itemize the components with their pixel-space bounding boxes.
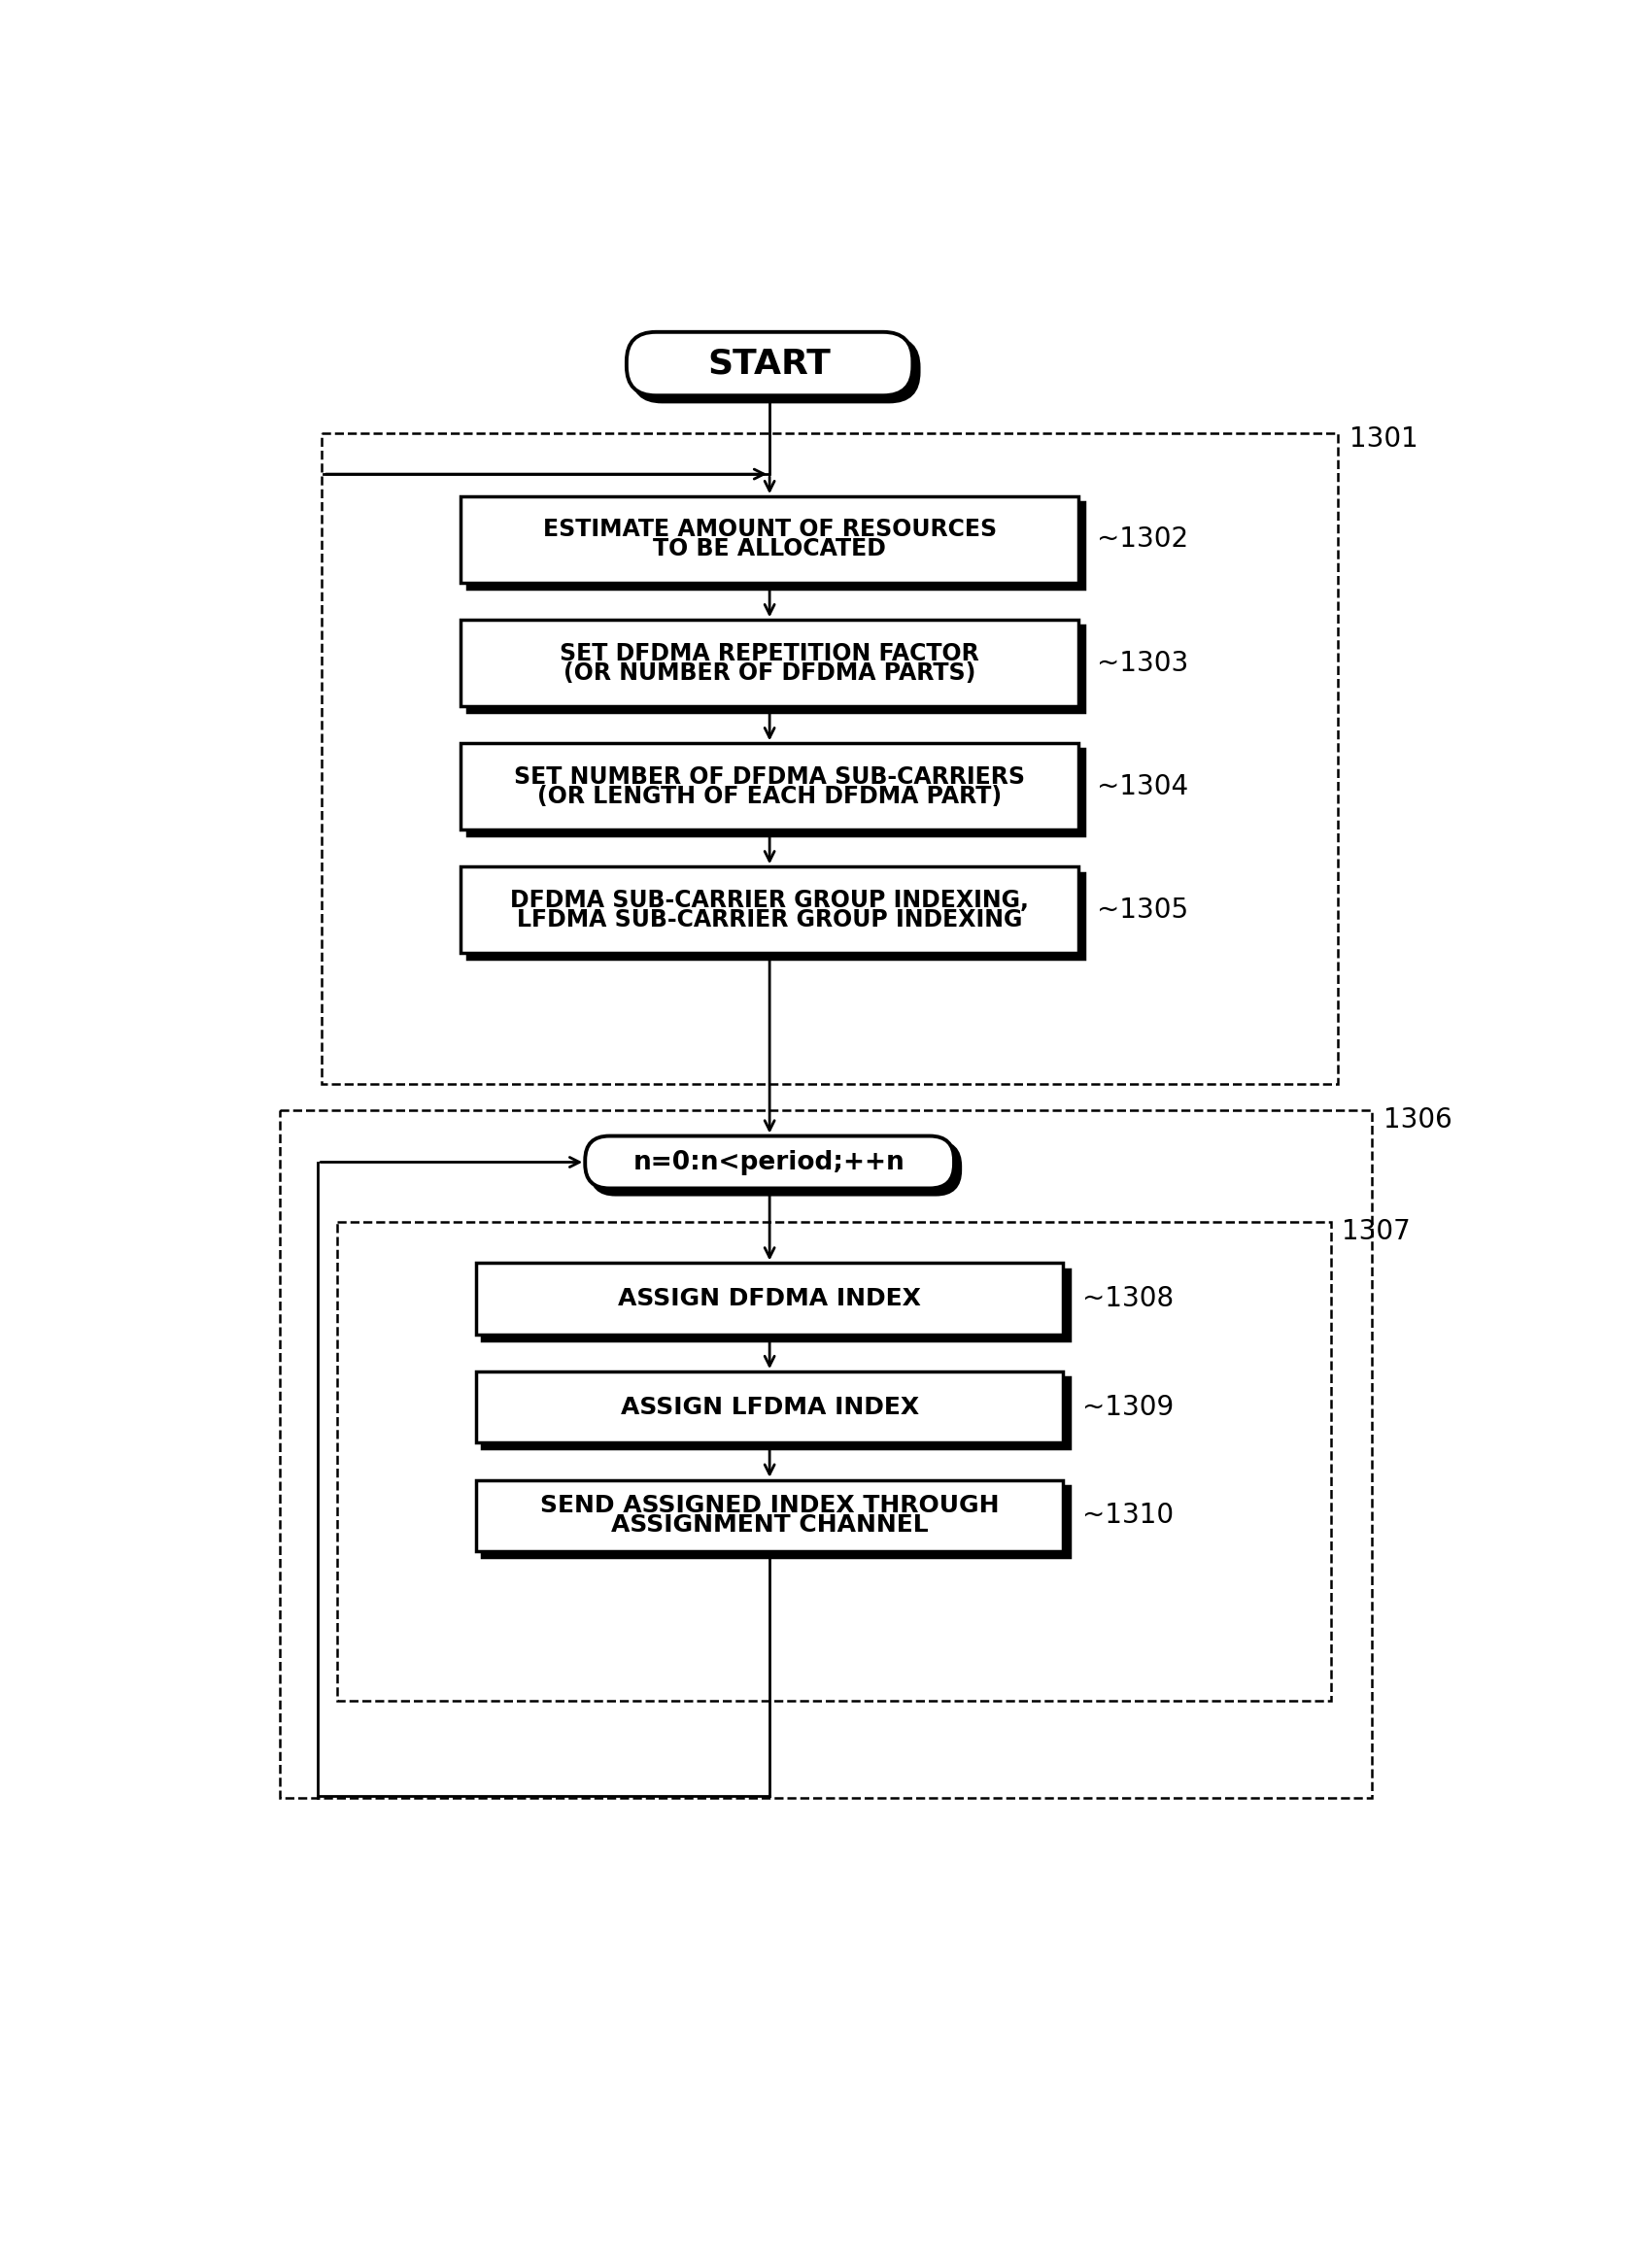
Bar — [467, 748, 1085, 835]
FancyBboxPatch shape — [585, 1136, 954, 1188]
Text: ~1309: ~1309 — [1082, 1393, 1174, 1420]
Text: 1307: 1307 — [1342, 1218, 1411, 1245]
Text: SET NUMBER OF DFDMA SUB-CARRIERS: SET NUMBER OF DFDMA SUB-CARRIERS — [515, 764, 1024, 789]
Bar — [475, 1263, 1064, 1334]
FancyBboxPatch shape — [626, 331, 913, 395]
Text: ~1303: ~1303 — [1096, 649, 1188, 676]
Bar — [280, 1109, 1372, 1799]
Text: ASSIGN DFDMA INDEX: ASSIGN DFDMA INDEX — [618, 1286, 921, 1311]
Text: SET DFDMA REPETITION FACTOR: SET DFDMA REPETITION FACTOR — [561, 642, 980, 665]
Text: ~1304: ~1304 — [1096, 773, 1188, 801]
Text: SEND ASSIGNED INDEX THROUGH: SEND ASSIGNED INDEX THROUGH — [541, 1495, 1000, 1517]
Bar — [461, 866, 1078, 953]
Text: ASSIGN LFDMA INDEX: ASSIGN LFDMA INDEX — [621, 1395, 919, 1420]
Bar — [475, 1481, 1064, 1551]
Bar — [475, 1372, 1064, 1442]
FancyBboxPatch shape — [592, 1143, 960, 1195]
Bar — [467, 626, 1085, 712]
Text: ESTIMATE AMOUNT OF RESOURCES: ESTIMATE AMOUNT OF RESOURCES — [543, 517, 997, 542]
Text: LFDMA SUB-CARRIER GROUP INDEXING: LFDMA SUB-CARRIER GROUP INDEXING — [516, 907, 1023, 932]
Text: ~1308: ~1308 — [1082, 1286, 1174, 1313]
Bar — [321, 433, 1337, 1084]
Bar — [482, 1377, 1069, 1449]
Text: START: START — [708, 347, 831, 381]
Text: 1301: 1301 — [1349, 426, 1418, 454]
Bar — [461, 744, 1078, 830]
Text: TO BE ALLOCATED: TO BE ALLOCATED — [652, 538, 887, 560]
Bar — [336, 1222, 1331, 1701]
Text: n=0:n<period;++n: n=0:n<period;++n — [634, 1150, 905, 1175]
Text: 1306: 1306 — [1383, 1107, 1452, 1134]
Text: (OR LENGTH OF EACH DFDMA PART): (OR LENGTH OF EACH DFDMA PART) — [538, 785, 1001, 807]
Text: ~1310: ~1310 — [1082, 1501, 1174, 1529]
Bar — [482, 1270, 1069, 1340]
Bar — [467, 873, 1085, 959]
Text: ~1302: ~1302 — [1096, 526, 1188, 553]
Bar — [482, 1486, 1069, 1558]
Bar — [461, 497, 1078, 583]
Text: ~1305: ~1305 — [1096, 896, 1188, 923]
Text: (OR NUMBER OF DFDMA PARTS): (OR NUMBER OF DFDMA PARTS) — [564, 660, 975, 685]
Text: DFDMA SUB-CARRIER GROUP INDEXING,: DFDMA SUB-CARRIER GROUP INDEXING, — [510, 889, 1029, 912]
Text: ASSIGNMENT CHANNEL: ASSIGNMENT CHANNEL — [611, 1513, 928, 1538]
Bar — [467, 503, 1085, 587]
Bar — [461, 619, 1078, 705]
FancyBboxPatch shape — [633, 338, 919, 401]
